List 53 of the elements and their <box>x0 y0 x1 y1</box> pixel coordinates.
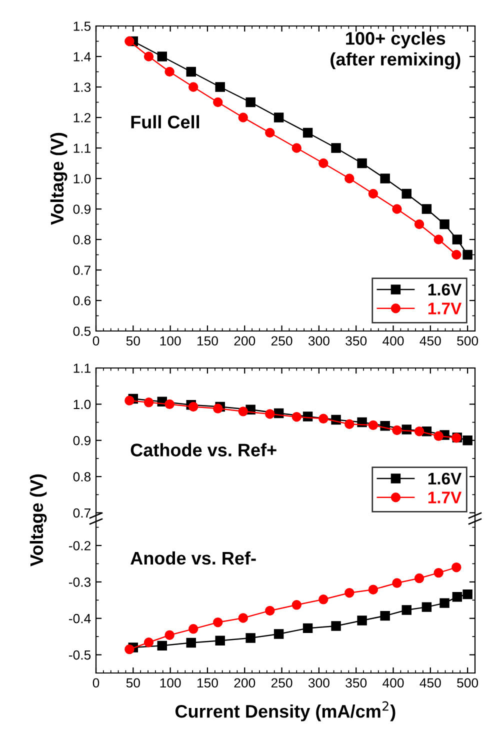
y-tick-label: 0.9 <box>73 436 91 446</box>
y-tick-label: -0.5 <box>68 650 91 660</box>
legend-label: 1.6V <box>428 472 462 485</box>
annotation: Anode vs. Ref- <box>130 551 256 565</box>
y-tick-label: 1.5 <box>74 22 91 31</box>
y-tick-label: 1.1 <box>74 144 90 153</box>
y-tick-label: 0.5 <box>73 326 91 336</box>
y-tick-label: 1.0 <box>74 174 91 184</box>
x-tick-label: 0 <box>92 336 100 346</box>
x-axis-title: Current Density (mA/cm$^{2}$) <box>175 701 396 722</box>
y-tick-label: 0.6 <box>73 296 91 306</box>
x-tick-label: 500 <box>457 336 478 346</box>
y-tick-label: -0.4 <box>68 614 91 624</box>
x-tick-label: 300 <box>308 678 330 688</box>
annotation: Full Cell <box>131 115 200 128</box>
x-tick-label: 100 <box>160 678 181 688</box>
x-tick-label: 150 <box>197 678 218 688</box>
y-tick-label: 1.1 <box>74 364 90 373</box>
y-tick-label: 0.8 <box>73 472 91 482</box>
legend-label: 1.7V <box>428 492 462 504</box>
y-tick-label: 0.7 <box>73 266 90 275</box>
x-tick-label: 400 <box>382 678 404 688</box>
y-tick-label: 1.0 <box>74 400 91 410</box>
x-tick-label: 100 <box>160 336 181 346</box>
x-tick-label: 250 <box>271 678 292 688</box>
y-tick-label: 1.2 <box>74 113 90 122</box>
x-tick-label: 150 <box>197 336 218 346</box>
legend-label: 1.7V <box>428 302 462 314</box>
x-tick-label: 50 <box>126 678 140 688</box>
x-tick-label: 50 <box>126 336 140 346</box>
x-tick-label: 200 <box>234 678 256 688</box>
x-tick-label: 250 <box>271 336 292 346</box>
annotation: 100+ cycles (after remixing) <box>330 32 460 70</box>
y-tick-label: -0.2 <box>68 541 90 550</box>
x-tick-label: 0 <box>92 678 100 688</box>
x-tick-label: 300 <box>308 336 330 346</box>
y-axis-title: Voltage (V) <box>50 132 68 225</box>
x-tick-label: 350 <box>346 678 367 688</box>
y-tick-label: 1.4 <box>74 52 91 62</box>
x-tick-label: 400 <box>382 336 404 346</box>
legend-label: 1.6V <box>428 284 462 296</box>
y-tick-label: 1.3 <box>74 82 91 92</box>
y-tick-label: -0.3 <box>68 577 91 587</box>
x-tick-label: 500 <box>457 678 478 688</box>
y-tick-label: 0.9 <box>73 204 91 214</box>
x-tick-label: 450 <box>420 678 441 688</box>
annotation: Cathode vs. Ref+ <box>130 443 276 456</box>
x-tick-label: 450 <box>420 336 441 346</box>
y-tick-label: 0.7 <box>73 508 90 518</box>
y-axis-title: Voltage (V) <box>30 474 47 566</box>
y-tick-label: 0.8 <box>73 235 91 244</box>
x-tick-label: 350 <box>346 336 367 346</box>
x-tick-label: 200 <box>234 336 256 346</box>
